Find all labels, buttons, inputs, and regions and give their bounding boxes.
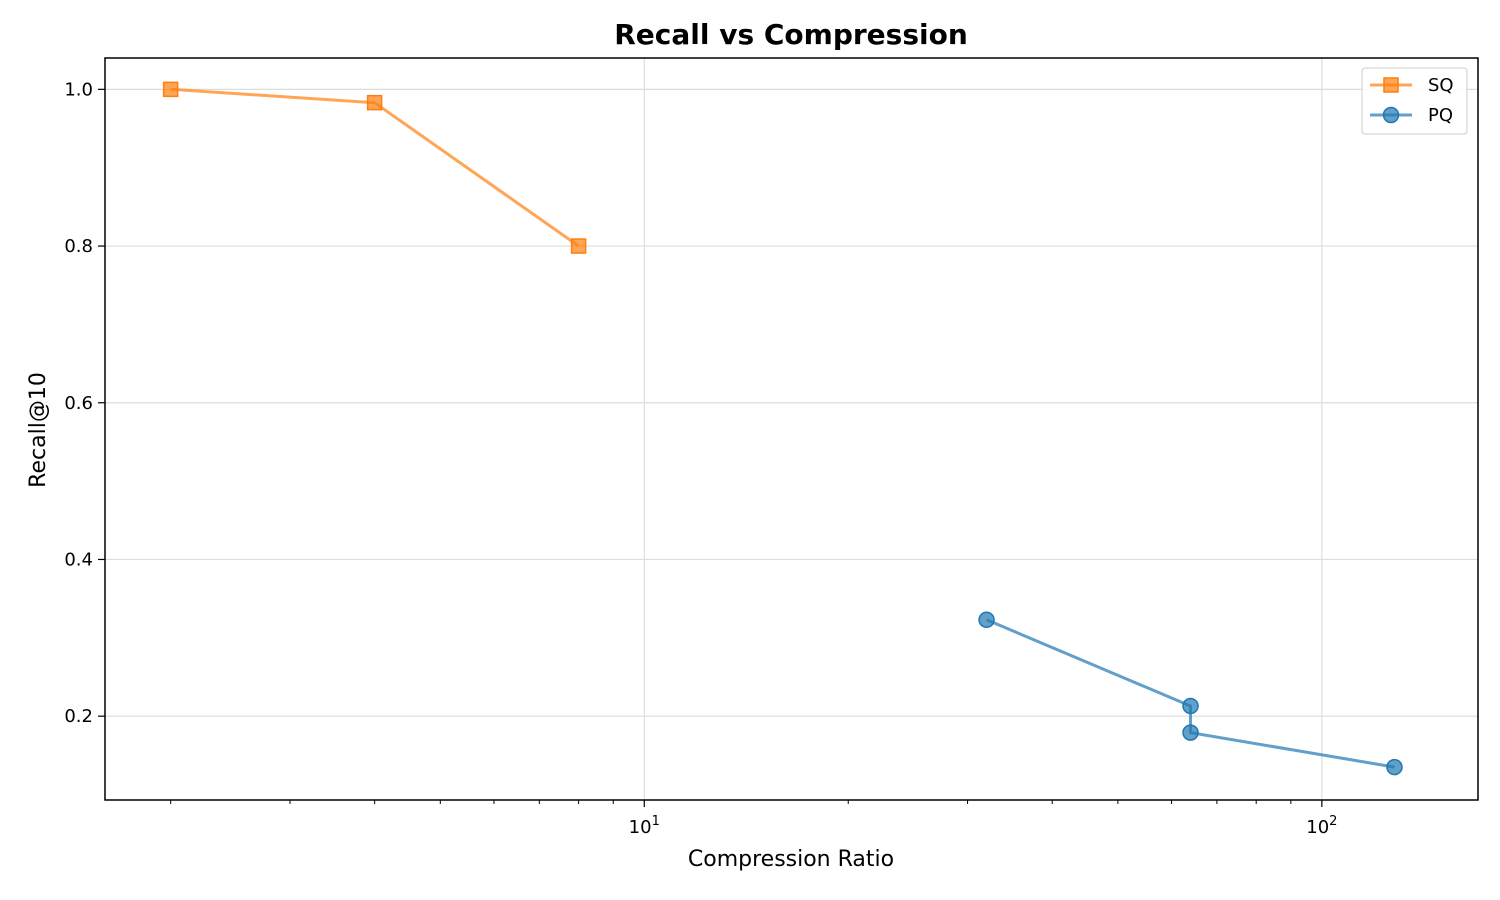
- x-tick-exponent: 1: [652, 814, 660, 829]
- series-pq-point: [978, 611, 995, 629]
- legend-label-pq: PQ: [1428, 105, 1453, 126]
- y-axis: 0.2 0.4 0.6 0.8 1.0: [64, 79, 105, 727]
- x-tick-base: 10: [1306, 817, 1329, 838]
- y-tick-label: 0.6: [64, 393, 93, 414]
- series-sq-point: [366, 94, 383, 111]
- y-tick-label: 0.2: [64, 706, 93, 727]
- plot-frame: [104, 57, 1479, 801]
- legend-marker-sq: [1383, 77, 1399, 93]
- y-tick-label: 0.8: [64, 236, 93, 257]
- series-pq-point: [1386, 758, 1403, 776]
- legend: SQ PQ: [1361, 67, 1468, 135]
- x-tick-exponent: 2: [1329, 814, 1337, 829]
- x-tick-label: 102: [1306, 814, 1337, 838]
- series-pq-point: [1182, 697, 1199, 715]
- series-sq: [162, 81, 587, 254]
- x-tick-base: 10: [629, 817, 652, 838]
- chart-title: Recall vs Compression: [614, 18, 968, 51]
- legend-item-pq: PQ: [1370, 105, 1453, 126]
- legend-label-sq: SQ: [1428, 75, 1454, 96]
- series-pq-point: [1182, 724, 1199, 741]
- gridlines: [105, 58, 1478, 800]
- legend-item-sq: SQ: [1370, 75, 1454, 96]
- y-axis-label: Recall@10: [26, 372, 51, 488]
- x-tick-label: 101: [629, 814, 660, 838]
- y-tick-label: 1.0: [64, 79, 93, 100]
- series-sq-point: [162, 81, 179, 98]
- series-pq-line: [986, 618, 1395, 769]
- legend-marker-pq: [1382, 106, 1400, 124]
- plot-series: [162, 81, 1403, 776]
- y-tick-label: 0.4: [64, 549, 93, 570]
- x-axis-label: Compression Ratio: [688, 847, 894, 872]
- series-sq-point: [570, 238, 587, 254]
- x-axis: 101 102: [170, 800, 1337, 838]
- series-pq: [978, 611, 1403, 776]
